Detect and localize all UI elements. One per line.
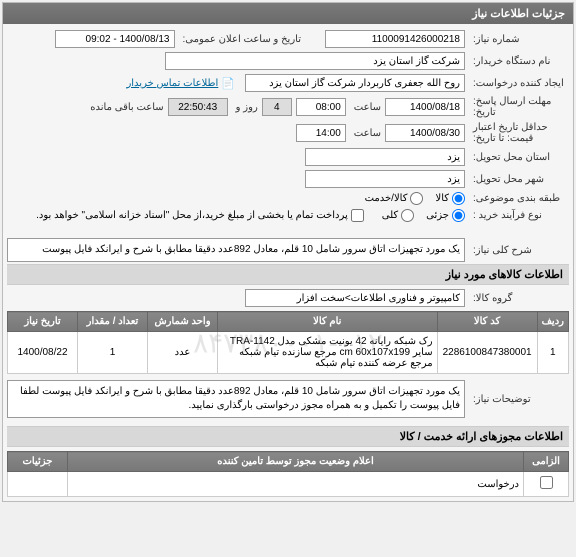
td-license-status: درخواست — [68, 472, 524, 497]
process-label: نوع فرآیند خرید : — [469, 210, 569, 221]
license-table-wrapper: الزامی اعلام وضعیت مجوز توسط تامین کننده… — [7, 451, 569, 497]
notes-text: یک مورد تجهیزات اتاق سرور شامل 10 قلم، م… — [7, 380, 465, 418]
license-table: الزامی اعلام وضعیت مجوز توسط تامین کننده… — [7, 451, 569, 497]
th-qty: تعداد / مقدار — [78, 312, 148, 332]
radio-full[interactable]: کلی — [382, 209, 414, 222]
row-deadline: مهلت ارسال پاسخ: تاریخ: 1400/08/18 ساعت … — [7, 94, 569, 120]
row-need-number: شماره نیاز: 1100091426000218 تاریخ و ساع… — [7, 28, 569, 50]
row-buyer: نام دستگاه خریدار: شرکت گاز استان یزد — [7, 50, 569, 72]
panel-body: شماره نیاز: 1100091426000218 تاریخ و ساع… — [3, 24, 573, 501]
payment-checkbox-item[interactable]: پرداخت تمام یا بخشی از مبلغ خرید،از محل … — [36, 209, 364, 222]
panel-header: جزئیات اطلاعات نیاز — [3, 3, 573, 24]
payment-checkbox[interactable] — [351, 209, 364, 222]
summary-label: شرح کلی نیاز: — [469, 245, 569, 256]
summary-text: یک مورد تجهیزات اتاق سرور شامل 10 قلم، م… — [7, 238, 465, 262]
announce-value: 1400/08/13 - 09:02 — [55, 30, 175, 48]
row-summary: شرح کلی نیاز: یک مورد تجهیزات اتاق سرور … — [7, 236, 569, 264]
announce-label: تاریخ و ساعت اعلان عمومی: — [179, 34, 302, 45]
payment-note: پرداخت تمام یا بخشی از مبلغ خرید،از محل … — [36, 210, 348, 221]
province-label: استان محل تحویل: — [469, 152, 569, 163]
td-mandatory — [524, 472, 569, 497]
document-icon: 📄 — [221, 77, 235, 90]
need-number-value: 1100091426000218 — [325, 30, 465, 48]
th-unit: واحد شمارش — [148, 312, 218, 332]
table-row[interactable]: 1 2286100847380001 رک شبکه رایانه 42 یون… — [8, 332, 569, 374]
contact-link[interactable]: اطلاعات تماس خریدار — [126, 78, 218, 89]
remain-label: ساعت باقی مانده — [86, 102, 163, 113]
city-value: یزد — [305, 170, 465, 188]
city-label: شهر محل تحویل: — [469, 174, 569, 185]
license-section-title: اطلاعات مجوزهای ارائه خدمت / کالا — [7, 426, 569, 447]
radio-goods[interactable]: کالا — [435, 192, 465, 205]
days-label: روز و — [232, 102, 258, 113]
deadline-date: 1400/08/18 — [385, 98, 465, 116]
province-value: یزد — [305, 148, 465, 166]
license-header-row: الزامی اعلام وضعیت مجوز توسط تامین کننده… — [8, 452, 569, 472]
contact-link-wrapper[interactable]: 📄 اطلاعات تماس خریدار — [126, 77, 235, 90]
th-name: نام کالا — [218, 312, 438, 332]
td-qty: 1 — [78, 332, 148, 374]
items-section-title: اطلاعات کالاهای مورد نیاز — [7, 264, 569, 285]
row-notes: توضیحات نیاز: یک مورد تجهیزات اتاق سرور … — [7, 378, 569, 420]
row-city: شهر محل تحویل: یزد — [7, 168, 569, 190]
row-province: استان محل تحویل: یزد — [7, 146, 569, 168]
process-radio-group: جزئی کلی — [382, 209, 465, 222]
radio-service[interactable]: کالا/خدمت — [365, 192, 424, 205]
spacer — [7, 224, 569, 236]
row-validity: حداقل تاریخ اعتبار قیمت: تا تاریخ: 1400/… — [7, 120, 569, 146]
validity-time-label: ساعت — [350, 128, 381, 139]
category-radio-group: کالا کالا/خدمت — [365, 192, 465, 205]
group-label: گروه کالا: — [469, 293, 569, 304]
th-license-status: اعلام وضعیت مجوز توسط تامین کننده — [68, 452, 524, 472]
deadline-time: 08:00 — [296, 98, 346, 116]
requester-value: روح الله جعفری کاربردار شرکت گاز استان ی… — [245, 74, 465, 92]
row-process: نوع فرآیند خرید : جزئی کلی پرداخت تمام ی… — [7, 207, 569, 224]
td-code: 2286100847380001 — [437, 332, 537, 374]
validity-time: 14:00 — [296, 124, 346, 142]
validity-date: 1400/08/30 — [385, 124, 465, 142]
radio-full-input[interactable] — [401, 209, 414, 222]
th-row: ردیف — [537, 312, 568, 332]
category-label: طبقه بندی موضوعی: — [469, 193, 569, 204]
td-date: 1400/08/22 — [8, 332, 78, 374]
need-number-label: شماره نیاز: — [469, 34, 569, 45]
row-group: گروه کالا: کامپیوتر و فناوری اطلاعات>سخت… — [7, 285, 569, 311]
main-panel: جزئیات اطلاعات نیاز شماره نیاز: 11000914… — [2, 2, 574, 502]
buyer-label: نام دستگاه خریدار: — [469, 56, 569, 67]
row-category: طبقه بندی موضوعی: کالا کالا/خدمت — [7, 190, 569, 207]
th-code: کد کالا — [437, 312, 537, 332]
td-detail — [8, 472, 68, 497]
deadline-time-label: ساعت — [350, 102, 381, 113]
panel-title: جزئیات اطلاعات نیاز — [472, 8, 565, 20]
buyer-value: شرکت گاز استان یزد — [165, 52, 465, 70]
requester-label: ایجاد کننده درخواست: — [469, 78, 569, 89]
deadline-label: مهلت ارسال پاسخ: تاریخ: — [469, 96, 569, 118]
row-requester: ایجاد کننده درخواست: روح الله جعفری کارب… — [7, 72, 569, 94]
radio-goods-input[interactable] — [452, 192, 465, 205]
th-date: تاریخ نیاز — [8, 312, 78, 332]
notes-label: توضیحات نیاز: — [469, 394, 569, 405]
group-value: کامپیوتر و فناوری اطلاعات>سخت افزار — [245, 289, 465, 307]
th-detail: جزئیات — [8, 452, 68, 472]
td-row: 1 — [537, 332, 568, 374]
th-mandatory: الزامی — [524, 452, 569, 472]
radio-partial[interactable]: جزئی — [426, 209, 465, 222]
td-name: رک شبکه رایانه 42 یونیت مشکی مدل TRA-114… — [218, 332, 438, 374]
validity-label: حداقل تاریخ اعتبار قیمت: تا تاریخ: — [469, 122, 569, 144]
radio-partial-input[interactable] — [452, 209, 465, 222]
radio-service-input[interactable] — [410, 192, 423, 205]
mandatory-checkbox[interactable] — [540, 476, 553, 489]
table-wrapper: ردیف کد کالا نام کالا واحد شمارش تعداد /… — [7, 311, 569, 374]
license-row: درخواست — [8, 472, 569, 497]
td-unit: عدد — [148, 332, 218, 374]
remain-time: 22:50:43 — [168, 98, 228, 116]
days-value: 4 — [262, 98, 292, 116]
table-header-row: ردیف کد کالا نام کالا واحد شمارش تعداد /… — [8, 312, 569, 332]
items-table: ردیف کد کالا نام کالا واحد شمارش تعداد /… — [7, 311, 569, 374]
